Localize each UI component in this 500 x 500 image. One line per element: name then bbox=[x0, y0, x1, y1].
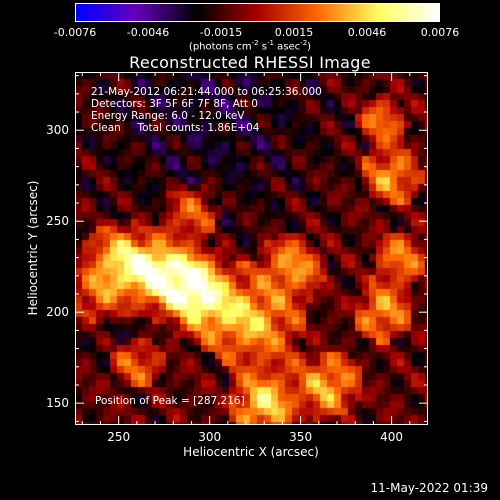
colorbar-tick: -0.0076 bbox=[53, 26, 97, 39]
x-tick-label: 350 bbox=[289, 430, 313, 444]
x-axis-title: Heliocentric X (arcsec) bbox=[183, 445, 319, 459]
y-tick-label: 250 bbox=[46, 214, 69, 229]
info-detectors: Detectors: 3F 5F 6F 7F 8F, Att 0 bbox=[91, 98, 258, 110]
info-counts: Clean Total counts: 1.86E+04 bbox=[91, 122, 260, 134]
peak-position-label: Position of Peak = [287,216] bbox=[95, 395, 245, 407]
colorbar bbox=[75, 3, 440, 22]
footer-timestamp: 11-May-2022 01:39 bbox=[370, 481, 488, 495]
colorbar-units: (photons cm-2 s-1 asec-2) bbox=[188, 39, 312, 53]
axis-ticks bbox=[75, 72, 428, 425]
colorbar-tick: 0.0046 bbox=[347, 26, 387, 39]
heatmap-image bbox=[75, 72, 428, 425]
chart-title: Reconstructed RHESSI Image bbox=[129, 53, 371, 72]
colorbar-tick: 0.0015 bbox=[274, 26, 314, 39]
x-tick-label: 400 bbox=[380, 430, 404, 444]
plot-frame bbox=[75, 72, 428, 425]
info-energy-range: Energy Range: 6.0 - 12.0 keV bbox=[91, 110, 245, 122]
x-tick-label: 300 bbox=[198, 430, 222, 444]
x-tick-label: 250 bbox=[107, 430, 131, 444]
y-axis-title: Heliocentric Y (arcsec) bbox=[26, 180, 40, 316]
y-tick-label: 300 bbox=[46, 123, 69, 138]
y-tick-label: 150 bbox=[46, 396, 69, 411]
colorbar-tick: 0.0076 bbox=[420, 26, 460, 39]
colorbar-tick: -0.0015 bbox=[199, 26, 243, 39]
y-tick-label: 200 bbox=[46, 305, 69, 320]
info-time-range: 21-May-2012 06:21:44.000 to 06:25:36.000 bbox=[91, 86, 322, 98]
colorbar-tick: -0.0046 bbox=[126, 26, 170, 39]
plot-area: 21-May-2012 06:21:44.000 to 06:25:36.000… bbox=[75, 72, 428, 425]
